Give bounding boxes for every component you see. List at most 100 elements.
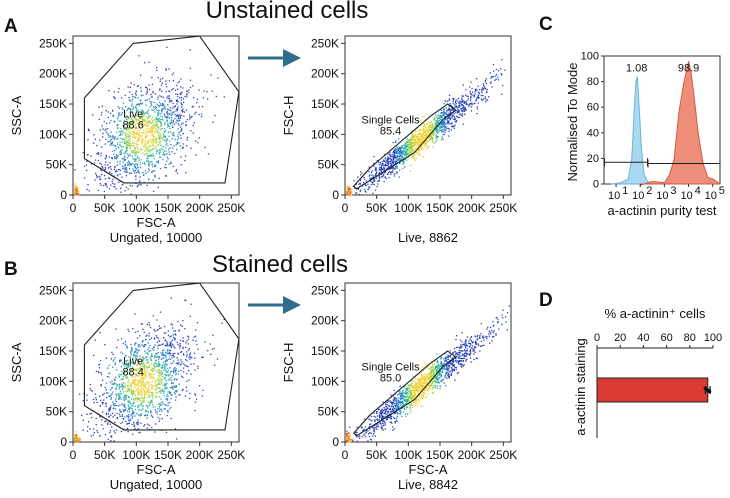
event-dot bbox=[443, 126, 445, 128]
event-dot bbox=[177, 93, 179, 95]
event-dot bbox=[393, 156, 395, 158]
event-dot bbox=[135, 389, 138, 391]
event-dot bbox=[148, 322, 150, 324]
event-dot bbox=[427, 134, 429, 136]
event-dot bbox=[136, 398, 139, 400]
event-dot bbox=[111, 141, 113, 144]
event-dot bbox=[104, 344, 106, 346]
event-dot bbox=[182, 353, 185, 355]
event-dot bbox=[116, 118, 119, 120]
event-dot bbox=[159, 327, 161, 329]
event-dot bbox=[439, 115, 441, 118]
event-dot bbox=[100, 152, 102, 154]
event-dot bbox=[121, 415, 123, 417]
event-dot bbox=[505, 321, 507, 323]
event-dot bbox=[438, 369, 440, 371]
event-dot bbox=[125, 137, 128, 139]
event-dot bbox=[140, 370, 142, 372]
event-dot bbox=[125, 171, 127, 173]
event-dot bbox=[154, 131, 156, 133]
event-dot bbox=[137, 148, 139, 150]
event-dot bbox=[105, 389, 107, 391]
event-dot bbox=[125, 134, 127, 136]
event-dot bbox=[158, 117, 160, 120]
event-dot bbox=[99, 332, 101, 334]
event-dot bbox=[415, 386, 417, 388]
event-dot bbox=[125, 140, 128, 142]
event-dot bbox=[109, 166, 112, 168]
event-dot bbox=[142, 340, 144, 342]
event-dot bbox=[146, 142, 148, 145]
event-dot bbox=[114, 363, 116, 366]
event-dot bbox=[169, 355, 171, 357]
event-dot bbox=[126, 133, 128, 135]
event-dot bbox=[158, 325, 160, 327]
event-dot bbox=[168, 97, 170, 99]
event-dot bbox=[182, 146, 184, 148]
event-dot bbox=[165, 355, 167, 357]
event-dot bbox=[177, 116, 179, 118]
event-dot bbox=[172, 385, 174, 387]
event-dot bbox=[463, 106, 465, 109]
event-dot bbox=[158, 156, 161, 158]
event-dot bbox=[456, 116, 458, 118]
event-dot bbox=[122, 409, 124, 411]
event-dot bbox=[124, 152, 126, 154]
event-dot bbox=[158, 363, 160, 365]
event-dot bbox=[124, 190, 126, 192]
event-dot bbox=[390, 159, 393, 162]
event-dot bbox=[431, 139, 433, 141]
event-dot bbox=[153, 356, 156, 359]
event-dot bbox=[123, 400, 126, 402]
event-dot bbox=[154, 381, 156, 383]
event-dot bbox=[194, 369, 196, 371]
event-dot bbox=[468, 105, 470, 107]
event-dot bbox=[171, 74, 173, 76]
event-dot bbox=[390, 155, 392, 158]
event-dot bbox=[92, 428, 95, 430]
event-dot bbox=[136, 133, 138, 135]
event-dot bbox=[88, 421, 90, 423]
event-dot bbox=[416, 138, 418, 140]
event-dot bbox=[103, 392, 105, 395]
event-dot bbox=[180, 103, 183, 105]
event-dot bbox=[448, 112, 450, 115]
event-dot bbox=[159, 80, 161, 82]
event-dot bbox=[162, 104, 164, 107]
event-dot bbox=[420, 119, 422, 121]
event-dot bbox=[148, 98, 151, 100]
event-dot bbox=[422, 147, 424, 150]
event-dot bbox=[410, 391, 412, 393]
event-dot bbox=[149, 345, 151, 347]
event-dot bbox=[148, 389, 150, 392]
event-dot bbox=[412, 151, 415, 153]
event-dot bbox=[200, 115, 203, 118]
event-dot bbox=[98, 364, 100, 366]
event-dot bbox=[414, 134, 416, 136]
event-dot bbox=[167, 402, 169, 404]
event-dot bbox=[387, 159, 389, 161]
event-dot bbox=[157, 329, 159, 331]
event-dot bbox=[442, 120, 444, 123]
event-dot bbox=[158, 372, 160, 374]
event-dot bbox=[171, 151, 173, 153]
event-dot bbox=[482, 89, 484, 91]
event-dot bbox=[161, 382, 163, 384]
event-dot bbox=[131, 93, 133, 96]
event-dot bbox=[164, 123, 166, 126]
event-dot bbox=[126, 347, 128, 349]
event-dot bbox=[135, 383, 137, 385]
event-dot bbox=[124, 94, 126, 97]
event-dot bbox=[132, 122, 134, 124]
event-dot bbox=[128, 144, 130, 146]
event-dot bbox=[396, 146, 398, 148]
event-dot bbox=[404, 153, 406, 155]
event-dot bbox=[369, 438, 372, 440]
event-dot bbox=[498, 70, 500, 72]
event-dot bbox=[125, 142, 127, 144]
event-dot bbox=[134, 386, 137, 389]
event-dot bbox=[162, 159, 164, 161]
event-dot bbox=[411, 406, 414, 408]
event-dot bbox=[172, 388, 174, 390]
